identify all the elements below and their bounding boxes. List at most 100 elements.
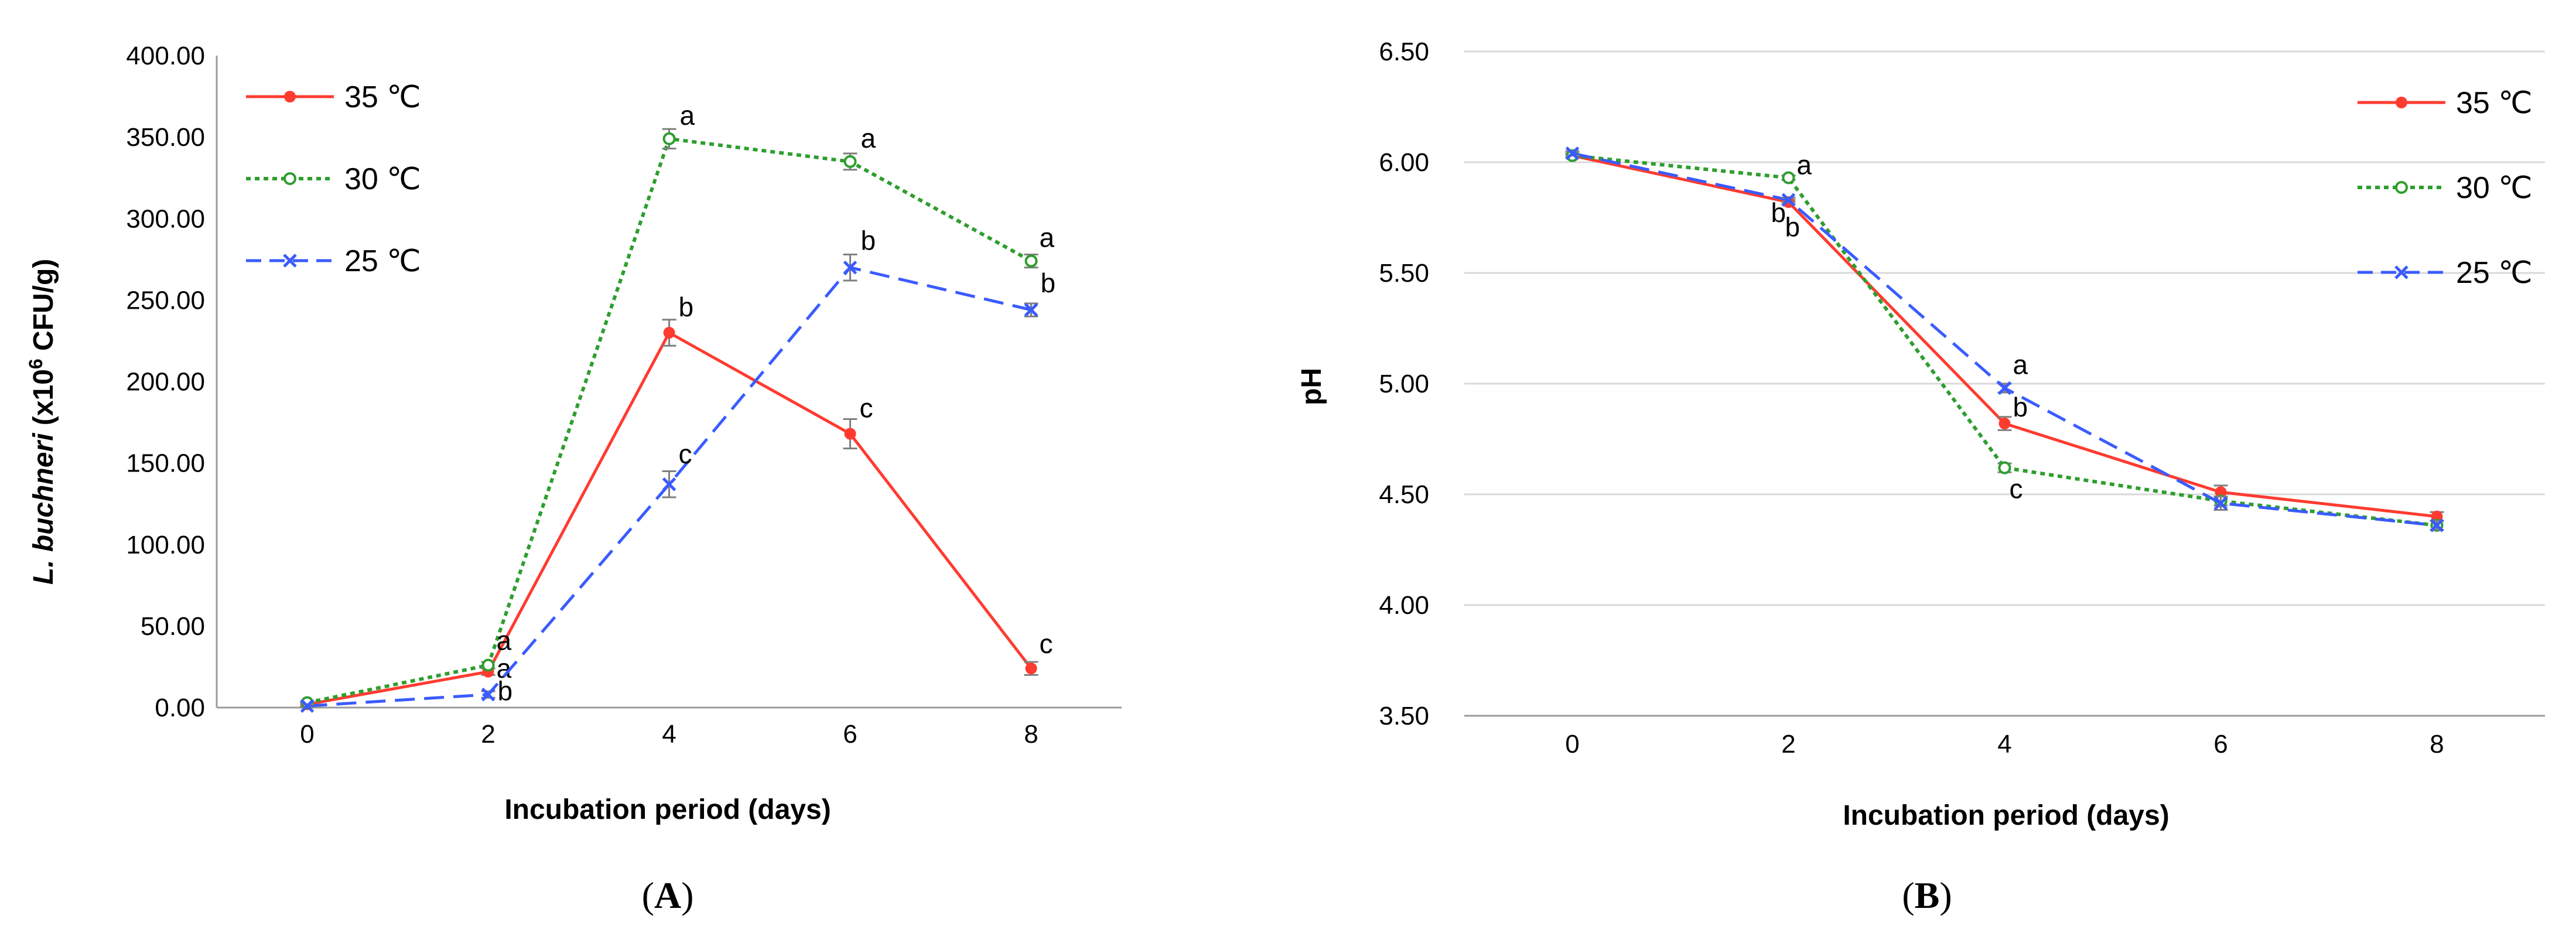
legend-entry: 35 ℃ [246,80,421,114]
x-axis-title-b: Incubation period (days) [1843,800,2169,831]
y-tick-label: 200.00 [126,368,205,397]
data-point [2215,486,2227,498]
series-line [1572,153,2437,527]
panel-label-b-close: ) [1939,874,1952,916]
y-tick-labels-b: 3.50 4.00 4.50 5.00 5.50 6.00 6.50 [1379,37,1429,730]
legend-label: 25 ℃ [344,244,421,278]
x-tick-label: 0 [300,720,314,749]
legend-entry: 35 ℃ [2358,86,2533,120]
x-tick-label: 6 [843,720,857,749]
y-tick-label: 6.00 [1379,148,1429,177]
data-point [1997,381,2012,395]
y-tick-label: 350.00 [126,123,205,152]
x-tick-label: 8 [1024,720,1038,749]
data-point [662,132,676,145]
y-tick-label: 150.00 [126,449,205,478]
y-axis-title-a-suffix: CFU/g) [28,259,59,359]
significance-letter: b [861,226,876,256]
data-point [843,260,857,275]
y-axis-title-b: pH [1296,368,1327,405]
series-25: ba [1565,146,2444,532]
series-30: ac [1565,149,2444,532]
data-point [662,477,677,491]
panel-label-a-close: ) [681,874,693,916]
significance-letter: b [498,676,513,706]
data-point [2430,518,2444,532]
y-tick-labels-a: 0.00 50.00 100.00 150.00 200.00 250.00 300.00 3… [126,42,205,722]
significance-letter: b [2013,392,2028,422]
data-point [2431,510,2443,522]
x-tick-label: 6 [2213,730,2227,759]
legend-marker [2394,265,2408,279]
y-axis-title-a-species: L. buchneri [28,432,59,585]
significance-letter: a [1040,223,1055,253]
x-tick-label: 2 [1781,730,1795,759]
significance-letter: c [679,439,692,469]
series-line [307,331,1033,706]
y-axis-title-a-prefix: (x10 [28,369,59,433]
data-point [1781,193,1796,207]
significance-letter: b [1041,268,1056,298]
data-point [2213,496,2228,510]
x-tick-label: 0 [1565,730,1579,759]
data-point [1565,146,1580,160]
data-point [843,155,857,168]
y-tick-label: 3.50 [1379,702,1429,730]
x-tick-label: 4 [662,720,676,749]
data-point [844,428,856,440]
gridlines-b [1464,50,2545,606]
legend-marker [283,172,296,185]
legend-marker [283,254,297,268]
data-point [1024,303,1038,317]
data-point [663,327,675,339]
data-point [481,687,496,702]
legend-label: 30 ℃ [344,162,421,196]
panel-label-a-open: ( [642,874,654,916]
significance-letter: a [497,626,512,656]
y-tick-label: 300.00 [126,204,205,233]
data-point [1782,171,1795,185]
axes-a [216,56,1122,709]
y-tick-label: 250.00 [126,286,205,315]
x-tick-label: 2 [481,720,495,749]
y-axis-title-a: L. buchneri (x106 CFU/g) [25,259,59,585]
panel-label-b: (B) [1902,874,1952,916]
x-tick-label: 8 [2430,730,2444,759]
legend-entry: 25 ℃ [246,244,421,278]
y-tick-label: 100.00 [126,531,205,559]
legend-marker [2396,97,2407,108]
legend-label: 35 ℃ [2456,86,2533,120]
significance-letter: a [2013,350,2028,380]
y-tick-label: 5.50 [1379,259,1429,288]
legend-label: 25 ℃ [2456,256,2533,290]
x-tick-labels-b: 0 2 4 6 8 [1565,730,2444,759]
legend-marker [284,91,296,103]
y-tick-label: 0.00 [155,694,205,722]
significance-letter: b [679,292,694,322]
data-point [1998,418,2011,430]
legend-label: 30 ℃ [2456,171,2533,205]
legend-entry: 30 ℃ [2358,171,2533,205]
x-axis-title-a: Incubation period (days) [504,794,831,825]
data-point [481,658,495,672]
x-tick-labels-a: 0 2 4 6 8 [300,720,1038,749]
y-axis-title-a-exponent: 6 [25,358,46,369]
data-point [1998,461,2011,474]
significance-letter: a [1797,149,1812,180]
significance-letter: b [1785,211,1801,242]
series-line [306,136,1032,705]
y-tick-label: 6.50 [1379,37,1429,66]
significance-letter: a [680,100,695,131]
panel-label-a-letter: A [654,874,681,916]
legend-marker [2395,181,2408,194]
data-point [300,699,315,713]
y-tick-label: 4.50 [1379,480,1429,509]
significance-letter: c [1040,628,1053,659]
panel-label-b-letter: B [1915,874,1940,916]
y-tick-label: 50.00 [141,612,205,641]
